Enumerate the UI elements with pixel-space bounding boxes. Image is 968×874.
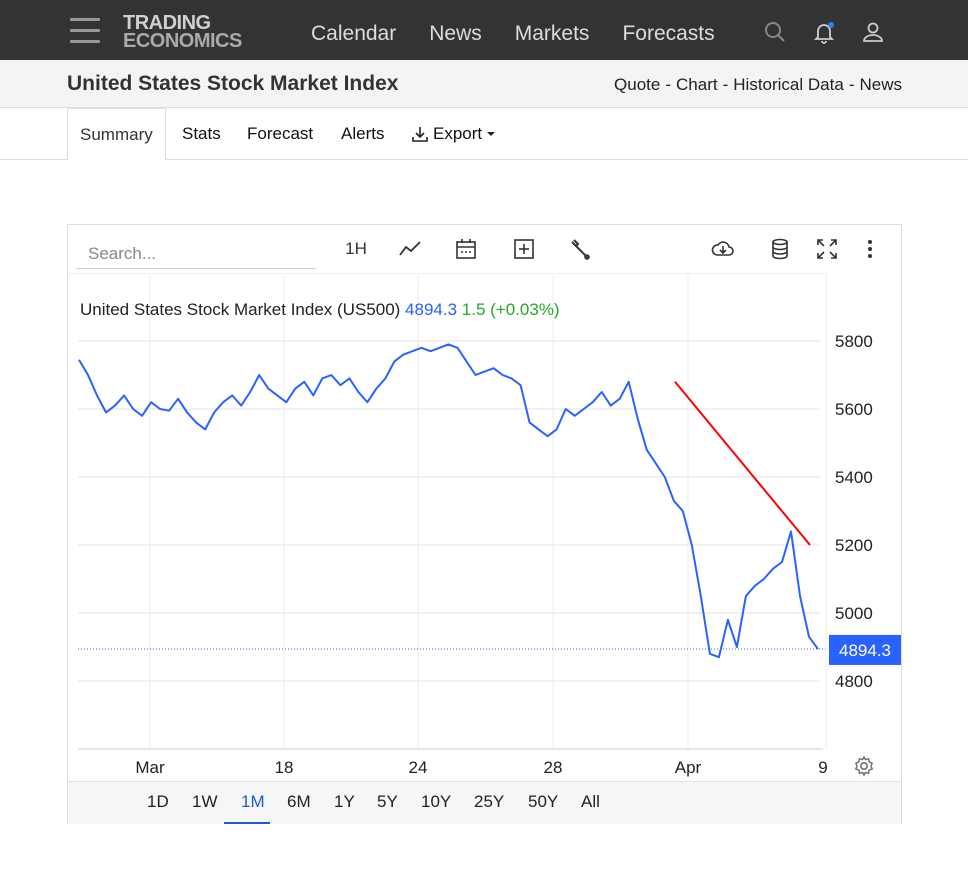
link-chart[interactable]: Chart	[676, 75, 718, 94]
tab-alerts[interactable]: Alerts	[341, 124, 385, 143]
range-selector: 1D 1W 1M 6M 1Y 5Y 10Y 25Y 50Y All	[68, 781, 901, 824]
y-tick-label: 5600	[835, 400, 873, 419]
chart-panel: 1H United States Stock Market Index (US5…	[67, 224, 902, 824]
nav-links: Calendar News Markets Forecasts	[311, 22, 748, 46]
range-1m[interactable]: 1M	[241, 792, 265, 811]
tab-export-label: Export	[433, 124, 483, 143]
logo[interactable]: TRADING ECONOMICS	[123, 12, 242, 52]
download-icon	[412, 127, 428, 142]
range-10y[interactable]: 10Y	[421, 792, 452, 811]
range-all[interactable]: All	[581, 792, 600, 811]
interval-button[interactable]: 1H	[345, 239, 367, 258]
tab-forecast[interactable]: Forecast	[247, 124, 314, 143]
range-1w[interactable]: 1W	[192, 792, 218, 811]
x-tick-label: 24	[409, 758, 428, 777]
x-tick-label: Apr	[675, 758, 702, 777]
range-50y[interactable]: 50Y	[528, 792, 559, 811]
chart-change: 1.5 (+0.03%)	[462, 300, 560, 319]
symbol-search-input[interactable]	[76, 239, 316, 269]
range-6m[interactable]: 6M	[287, 792, 311, 811]
last-price-tag-label: 4894.3	[839, 641, 891, 660]
chart-title-name: United States Stock Market Index (US500)	[80, 300, 405, 319]
fullscreen-icon[interactable]	[813, 235, 841, 263]
page-title: United States Stock Market Index	[67, 72, 399, 95]
tab-stats[interactable]: Stats	[182, 124, 221, 143]
logo-line2: ECONOMICS	[123, 30, 242, 52]
bell-icon[interactable]	[812, 20, 836, 44]
chart-grid	[78, 275, 820, 749]
x-tick-label: 28	[544, 758, 563, 777]
toolbar-divider	[68, 273, 828, 274]
wrench-icon[interactable]	[566, 235, 594, 263]
last-price-tag	[829, 634, 901, 665]
settings-gear-icon[interactable]	[853, 755, 875, 777]
range-1y[interactable]: 1Y	[334, 792, 355, 811]
logo-line1: TRADING	[123, 12, 211, 34]
link-historical-data[interactable]: Historical Data	[733, 75, 844, 94]
tab-export[interactable]: Export	[410, 108, 497, 160]
x-tick-label: 9	[818, 758, 827, 777]
compare-add-icon[interactable]	[510, 235, 538, 263]
top-navbar: TRADING ECONOMICS Calendar News Markets …	[0, 0, 968, 60]
range-25y[interactable]: 25Y	[474, 792, 505, 811]
link-news[interactable]: News	[859, 75, 902, 94]
nav-calendar[interactable]: Calendar	[311, 22, 397, 45]
price-chart[interactable]: United States Stock Market Index (US500)…	[68, 225, 901, 781]
y-tick-label: 5200	[835, 536, 873, 555]
tab-bar: Summary Stats Forecast Alerts Export	[0, 108, 968, 161]
title-links: Quote - Chart - Historical Data - News	[614, 75, 902, 94]
chart-series	[78, 343, 826, 659]
y-tick-label: 5800	[835, 332, 873, 351]
range-5y[interactable]: 5Y	[377, 792, 398, 811]
caret-down-icon	[487, 132, 496, 136]
range-1d[interactable]: 1D	[147, 792, 169, 811]
database-icon[interactable]	[766, 235, 794, 263]
trend-line[interactable]	[674, 381, 811, 546]
y-tick-label: 4800	[835, 672, 873, 691]
user-icon[interactable]	[861, 20, 885, 44]
chart-title: United States Stock Market Index (US500)…	[80, 300, 560, 319]
calendar-icon[interactable]	[452, 235, 480, 263]
chart-last-value: 4894.3	[405, 300, 462, 319]
title-bar: United States Stock Market Index Quote - C…	[0, 60, 968, 108]
series-line	[78, 343, 819, 659]
nav-markets[interactable]: Markets	[514, 22, 590, 45]
more-options-icon[interactable]	[858, 235, 882, 263]
active-range-underline	[224, 822, 270, 824]
link-quote[interactable]: Quote	[614, 75, 661, 94]
cloud-download-icon[interactable]	[708, 235, 738, 263]
x-tick-label: 18	[275, 758, 294, 777]
nav-news[interactable]: News	[429, 22, 482, 45]
search-icon[interactable]	[763, 20, 787, 44]
x-tick-label: Mar	[135, 758, 165, 777]
tab-summary[interactable]: Summary	[67, 108, 166, 161]
chart-type-icon[interactable]	[396, 235, 424, 263]
y-tick-label: 5000	[835, 604, 873, 623]
nav-forecasts[interactable]: Forecasts	[622, 22, 715, 45]
menu-icon[interactable]	[70, 18, 100, 44]
y-tick-label: 5400	[835, 468, 873, 487]
chart-axes: 5800 5600 5400 5200 5000 4800 Mar 18 24 28 Apr 9 489…	[78, 275, 901, 777]
